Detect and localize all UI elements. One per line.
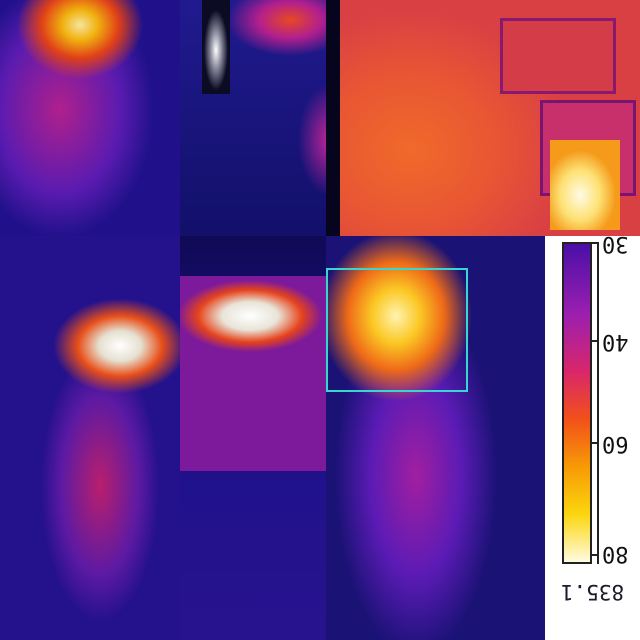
tile-top-left-smoke [0, 0, 180, 236]
temperature-scale: 30 40 60 80 835.1 [545, 231, 640, 640]
region-of-interest-box [326, 268, 468, 392]
scale-tick [591, 340, 599, 342]
scale-tick-label: 30 [602, 231, 629, 256]
scale-tick-label: 80 [602, 541, 629, 566]
scale-tick-label: 60 [602, 431, 629, 456]
scale-tick [591, 242, 599, 244]
tile-top-right-building [340, 0, 640, 236]
tile-bottom-left-flames [0, 236, 180, 640]
window-frame [500, 18, 616, 94]
flame-band [180, 276, 326, 471]
tile-bottom-middle-flames [180, 236, 326, 640]
tile-top-middle-smoke [180, 0, 326, 236]
tile-bottom-right-fire-column [326, 236, 545, 640]
scale-reading: 835.1 [560, 580, 625, 604]
scale-gradient-bar [562, 242, 592, 564]
scale-tick [591, 442, 599, 444]
scale-tick-label: 40 [602, 329, 629, 354]
scale-tick [591, 554, 599, 556]
door-glow [550, 140, 620, 230]
bright-spot [202, 0, 230, 94]
scale-axis [597, 242, 599, 564]
